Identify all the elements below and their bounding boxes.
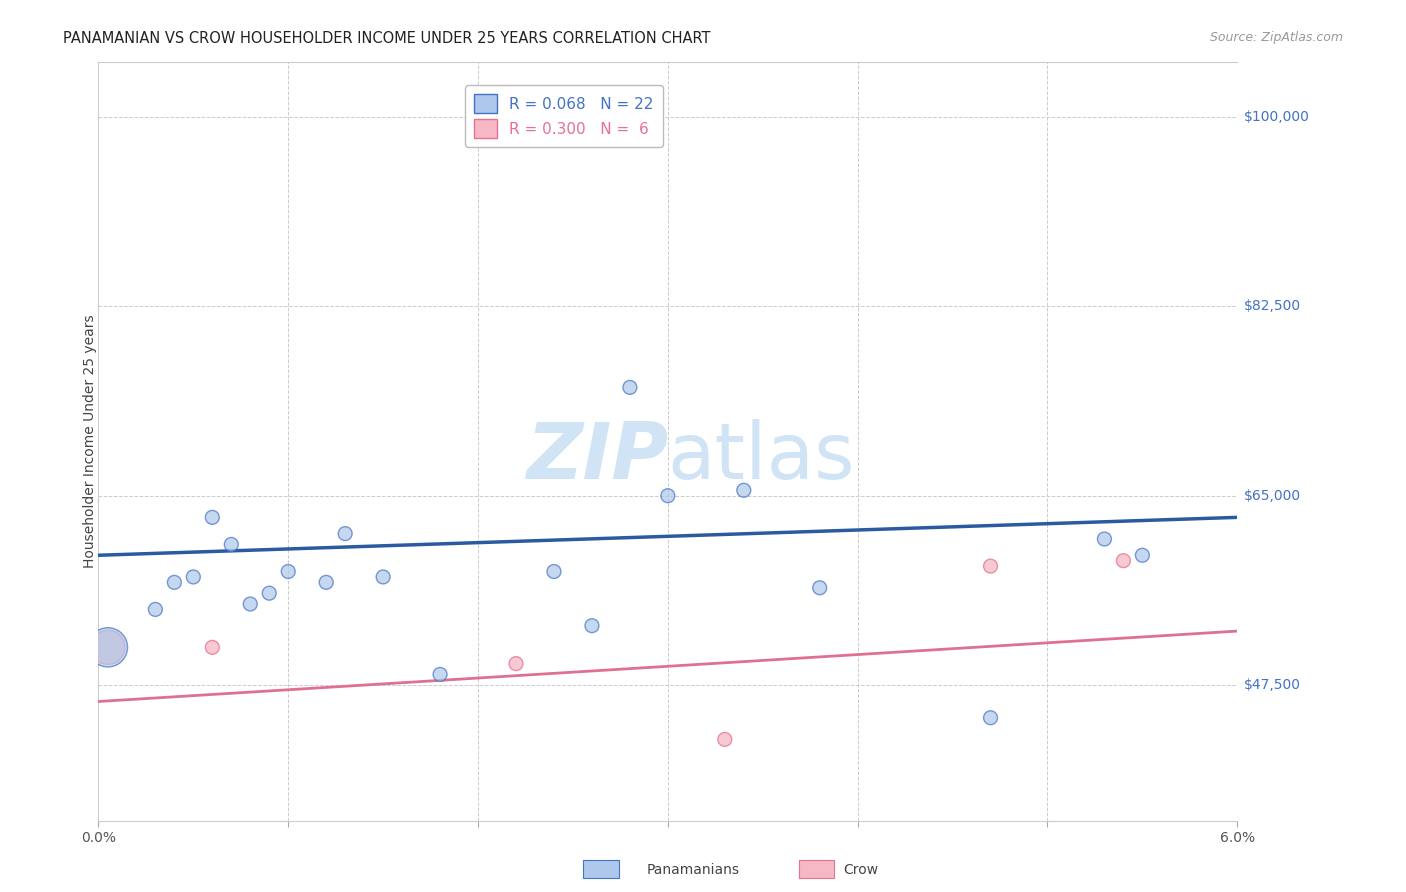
Point [163,575,186,590]
Point [221,537,243,551]
Point [980,711,1002,725]
Point [239,597,262,611]
Point [1094,532,1116,546]
Text: Source: ZipAtlas.com: Source: ZipAtlas.com [1209,31,1343,45]
Point [1132,548,1154,563]
Point [581,618,603,632]
Text: Crow: Crow [844,863,879,877]
Point [145,602,167,616]
Legend: R = 0.068   N = 22, R = 0.300   N =  6: R = 0.068 N = 22, R = 0.300 N = 6 [465,86,662,147]
Point [980,559,1002,574]
Point [201,510,224,524]
Point [259,586,281,600]
Text: $47,500: $47,500 [1244,678,1301,692]
Point [505,657,527,671]
Point [429,667,451,681]
Point [335,526,357,541]
Point [97,640,120,655]
Point [277,565,299,579]
Point [183,570,205,584]
Point [619,380,641,394]
Point [657,489,679,503]
Text: $100,000: $100,000 [1244,110,1310,124]
Text: Panamanians: Panamanians [647,863,740,877]
Point [371,570,394,584]
Text: atlas: atlas [668,418,855,495]
Text: $65,000: $65,000 [1244,489,1302,503]
Point [733,483,755,498]
Text: PANAMANIAN VS CROW HOUSEHOLDER INCOME UNDER 25 YEARS CORRELATION CHART: PANAMANIAN VS CROW HOUSEHOLDER INCOME UN… [63,31,711,46]
Text: $82,500: $82,500 [1244,299,1302,313]
Point [97,640,120,655]
Point [315,575,337,590]
Point [808,581,831,595]
Point [543,565,565,579]
Y-axis label: Householder Income Under 25 years: Householder Income Under 25 years [83,315,97,568]
Text: ZIP: ZIP [526,418,668,495]
Point [201,640,224,655]
Point [714,732,737,747]
Point [1112,554,1135,568]
